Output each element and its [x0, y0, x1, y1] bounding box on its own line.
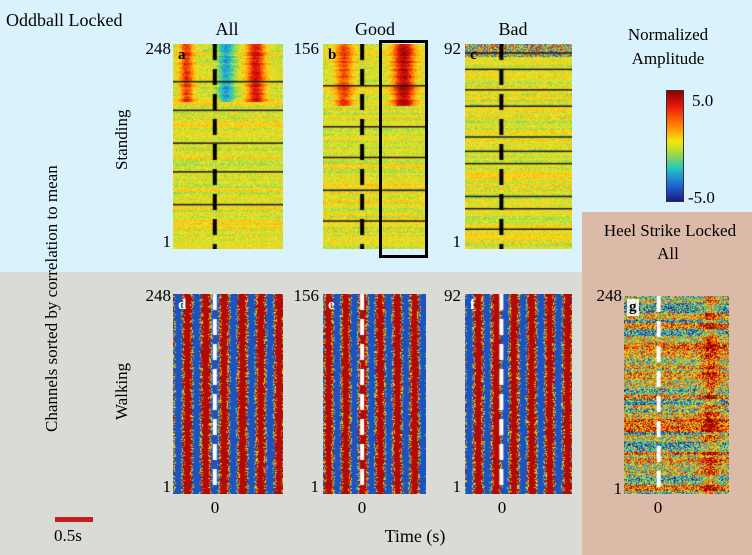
panel-letter-g: g: [627, 299, 639, 316]
scale-bar-label: 0.5s: [54, 526, 82, 545]
panel-f-zero-tick: 0: [497, 498, 507, 517]
colorbar-title-line1: Normalized: [627, 25, 709, 44]
panel-a-bottom-tick: 1: [162, 232, 172, 251]
heatmap-panel-c: c: [465, 44, 572, 249]
heatmap-panel-a: a: [173, 44, 283, 249]
panel-letter-e: e: [328, 297, 335, 313]
panel-letter-a: a: [178, 47, 186, 63]
panel-a-top-tick: 248: [145, 39, 172, 58]
panel-g-top-tick: 248: [596, 286, 623, 305]
figure-title: Oddball Locked: [6, 10, 123, 30]
colorbar-title-line2: Amplitude: [631, 49, 705, 68]
row-label-walking: Walking: [112, 362, 131, 420]
panel-d-top-tick: 248: [145, 286, 172, 305]
panel-f-top-tick: 92: [444, 286, 461, 305]
heatmap-panel-b: b: [323, 44, 426, 249]
panel-c-top-tick: 92: [444, 39, 461, 58]
heatmap-b: [323, 44, 426, 249]
panel-f-bottom-tick: 1: [452, 477, 462, 496]
row-label-standing: Standing: [112, 109, 131, 170]
panel-g-zero-tick: 0: [653, 498, 663, 517]
panel-letter-b: b: [328, 47, 337, 63]
panel-e-bottom-tick: 1: [310, 477, 320, 496]
panel-g-bottom-tick: 1: [613, 479, 623, 498]
panel-c-bottom-tick: 1: [452, 232, 462, 251]
panel-letter-c: c: [470, 47, 477, 63]
panel-e-zero-tick: 0: [357, 498, 367, 517]
colorbar-min-label: -5.0: [688, 188, 715, 207]
heatmap-e: [323, 294, 426, 494]
heatmap-a: [173, 44, 283, 249]
y-axis-label: Channels sorted by correlation to mean: [42, 165, 61, 432]
panel-b-top-tick: 156: [293, 39, 320, 58]
panel-d-bottom-tick: 1: [162, 477, 172, 496]
column-header-all: All: [215, 19, 239, 39]
heatmap-panel-f: f: [465, 294, 572, 494]
scale-bar: [55, 517, 93, 522]
column-header-bad: Bad: [498, 19, 528, 39]
heatmap-panel-e: e: [323, 294, 426, 494]
colorbar-max-label: 5.0: [692, 91, 714, 110]
highlight-box: [379, 40, 428, 258]
panel-e-top-tick: 156: [293, 286, 320, 305]
panel-d-zero-tick: 0: [210, 498, 220, 517]
heatmap-c: [465, 44, 572, 249]
colorbar: [666, 90, 684, 202]
heatmap-f: [465, 294, 572, 494]
column-header-good: Good: [355, 19, 395, 39]
x-axis-label: Time (s): [384, 526, 446, 546]
heatmap-d: [173, 294, 283, 494]
heatmap-panel-g: g: [624, 296, 729, 494]
heel-strike-title: Heel Strike Locked: [603, 221, 737, 240]
heel-strike-subtitle: All: [657, 244, 679, 263]
panel-letter-f: f: [470, 297, 475, 313]
panel-letter-d: d: [178, 297, 187, 313]
heatmap-g: [624, 296, 729, 494]
heatmap-panel-d: d: [173, 294, 283, 494]
